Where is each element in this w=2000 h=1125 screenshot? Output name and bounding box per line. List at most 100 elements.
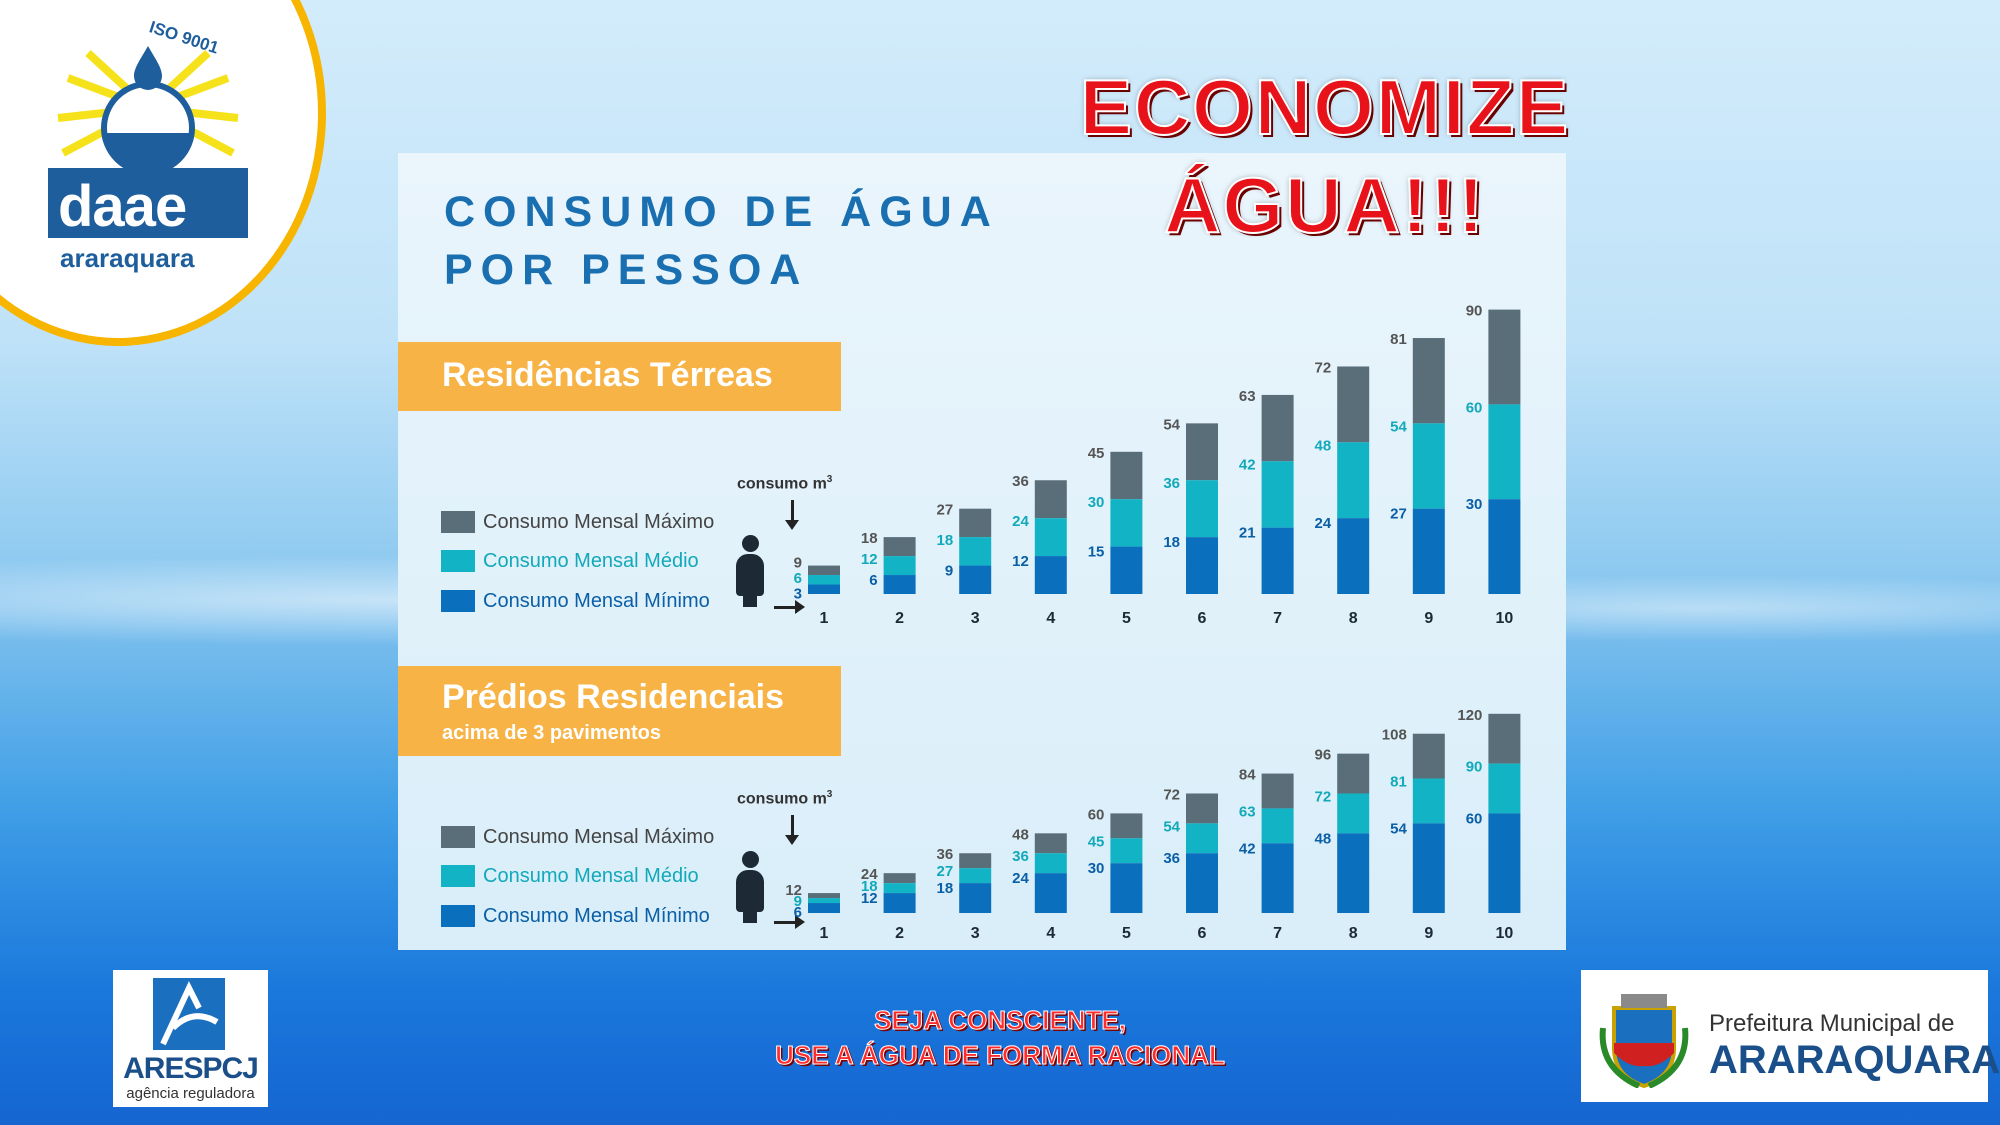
data-label-max: 84 (1239, 767, 1256, 784)
data-label-max: 90 (1466, 303, 1483, 320)
data-label-max: 54 (1163, 416, 1180, 433)
data-label-medio: 42 (1239, 456, 1256, 473)
data-label-medio: 36 (1163, 475, 1180, 492)
data-label-max: 18 (861, 530, 878, 547)
category-tick-label: 1 (820, 610, 829, 627)
category-tick-label: 2 (895, 925, 904, 942)
data-label-min: 42 (1239, 840, 1256, 857)
bar-segment-max (1186, 793, 1218, 824)
legend-max-1: Consumo Mensal Máximo (441, 510, 714, 534)
data-label-max: 63 (1239, 388, 1256, 405)
bar-segment-medio (1261, 808, 1294, 844)
data-label-medio: 60 (1466, 399, 1483, 416)
footer-line1: SEJA CONSCIENTE, (874, 1005, 1127, 1036)
bar-segment-min (1186, 853, 1218, 913)
bar-segment-max (1034, 480, 1067, 519)
bar-segment-max (883, 873, 916, 884)
bar-segment-max (1110, 813, 1143, 839)
data-label-min: 3 (794, 586, 802, 603)
ares-subtitle: agência reguladora (126, 1085, 255, 1102)
data-label-medio: 9 (794, 893, 802, 910)
data-label-min: 18 (1163, 534, 1180, 551)
data-label-medio: 36 (1012, 848, 1029, 865)
panel-title-line2: POR PESSOA (444, 246, 809, 294)
category-tick-label: 3 (971, 610, 980, 627)
bar-segment-min (1261, 843, 1294, 913)
bar-segment-medio (1337, 793, 1370, 834)
section-banner-terreas: Residências Térreas (398, 342, 841, 411)
data-label-min: 12 (861, 890, 878, 907)
data-label-max: 36 (1012, 473, 1029, 490)
bar-segment-min (1186, 537, 1218, 594)
bar-segment-max (808, 565, 840, 576)
bar-segment-medio (959, 868, 992, 884)
bar-segment-min (959, 565, 992, 594)
legend-swatch-medio (441, 550, 475, 572)
category-tick-label: 3 (971, 925, 980, 942)
right-arrow-icon (774, 600, 805, 614)
coat-of-arms-icon (1599, 988, 1689, 1089)
bar-segment-min (1488, 499, 1521, 594)
legend-medio-2: Consumo Mensal Médio (441, 864, 699, 888)
category-tick-label: 4 (1046, 610, 1055, 627)
bar-segment-max (1261, 773, 1294, 809)
bar-segment-max (1110, 451, 1143, 500)
legend-min-1: Consumo Mensal Mínimo (441, 589, 710, 613)
bar-segment-max (1412, 733, 1445, 779)
bar-segment-medio (959, 537, 992, 566)
data-label-min: 12 (1012, 553, 1029, 570)
legend-label-medio: Consumo Mensal Médio (483, 549, 699, 572)
bar-segment-max (1337, 753, 1370, 794)
bar-segment-medio (1488, 404, 1521, 500)
legend-swatch-min (441, 905, 475, 927)
category-tick-label: 5 (1122, 610, 1131, 627)
panel-title-line1: CONSUMO DE ÁGUA (444, 188, 999, 236)
data-label-medio: 18 (937, 532, 954, 549)
category-tick-label: 7 (1273, 610, 1282, 627)
bar-segment-medio (1034, 853, 1067, 874)
bar-segment-max (1488, 309, 1521, 405)
data-label-max: 72 (1163, 786, 1180, 803)
arespcj-logo: ARESPCJ agência reguladora (113, 970, 268, 1107)
data-label-min: 6 (794, 904, 802, 921)
bar-segment-min (808, 584, 840, 594)
down-arrow-icon (785, 500, 799, 530)
data-label-min: 9 (945, 563, 953, 580)
daae-logo: ISO 9001 daae araraquara (0, 0, 326, 346)
bar-segment-medio (1186, 480, 1218, 538)
legend-label-medio: Consumo Mensal Médio (483, 864, 699, 887)
bar-segment-min (1337, 833, 1370, 913)
category-tick-label: 9 (1424, 610, 1433, 627)
bar-segment-min (1488, 813, 1521, 913)
data-label-max: 27 (937, 502, 954, 519)
category-tick-label: 2 (895, 610, 904, 627)
bar-segment-medio (883, 883, 916, 894)
data-label-medio: 45 (1088, 833, 1105, 850)
data-label-medio: 81 (1390, 774, 1407, 791)
data-label-max: 9 (794, 555, 802, 572)
data-label-max: 120 (1457, 707, 1482, 724)
data-label-min: 18 (937, 880, 954, 897)
bar-segment-max (959, 853, 992, 869)
bar-segment-min (959, 883, 992, 913)
category-tick-label: 8 (1349, 610, 1358, 627)
legend-medio-1: Consumo Mensal Médio (441, 549, 699, 573)
data-label-max: 96 (1315, 747, 1332, 764)
footer-line2: USE A ÁGUA DE FORMA RACIONAL (775, 1040, 1226, 1071)
legend-label-min: Consumo Mensal Mínimo (483, 904, 710, 927)
consumo-label-1: consumo m3 (737, 474, 833, 493)
bar-segment-medio (883, 556, 916, 576)
data-label-max: 12 (785, 882, 802, 899)
legend-label-max: Consumo Mensal Máximo (483, 510, 715, 533)
bar-segment-medio (1412, 423, 1445, 509)
data-label-max: 81 (1390, 331, 1407, 348)
bar-segment-medio (1337, 442, 1370, 519)
data-label-medio: 90 (1466, 759, 1483, 776)
category-tick-label: 9 (1424, 925, 1433, 942)
data-label-min: 60 (1466, 810, 1483, 827)
category-tick-label: 7 (1273, 925, 1282, 942)
data-label-min: 15 (1088, 544, 1105, 561)
right-arrow-icon (774, 915, 805, 929)
category-tick-label: 1 (820, 925, 829, 942)
headline-line2: ÁGUA!!! (1163, 160, 1486, 250)
